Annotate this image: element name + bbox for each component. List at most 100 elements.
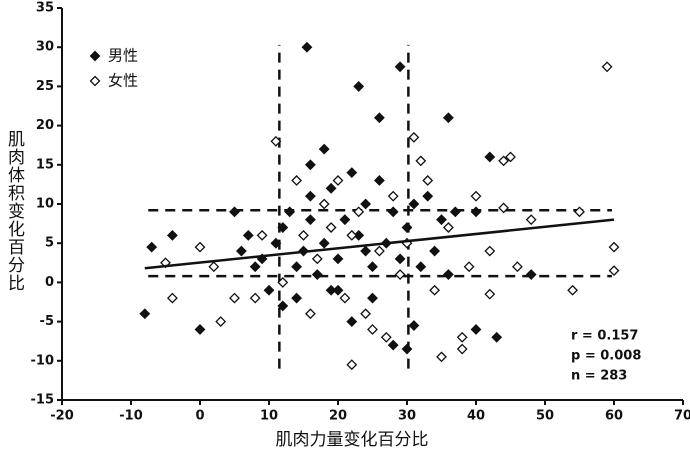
- data-point: [373, 175, 385, 186]
- data-point: [449, 206, 461, 218]
- data-point: [470, 206, 482, 218]
- data-point: [291, 261, 303, 273]
- data-point: [270, 135, 282, 147]
- data-point: [339, 292, 351, 304]
- y-tick-label: 15: [36, 157, 54, 172]
- data-point: [284, 206, 296, 218]
- trend-line: [144, 218, 615, 270]
- data-point: [470, 324, 482, 335]
- data-point: [442, 112, 454, 124]
- data-point: [291, 175, 303, 186]
- data-point: [436, 351, 447, 363]
- y-tick-label: 0: [45, 275, 54, 290]
- x-tick-label: 0: [195, 409, 204, 424]
- data-point: [505, 151, 516, 163]
- legend-label: 男性: [108, 47, 138, 65]
- data-point: [484, 151, 496, 163]
- data-point: [318, 198, 330, 210]
- data-point: [249, 292, 261, 304]
- data-point: [394, 61, 406, 73]
- y-tick-label: 5: [45, 236, 54, 251]
- data-point: [360, 198, 372, 210]
- data-point: [311, 269, 323, 280]
- y-tick-label: -10: [31, 353, 55, 368]
- data-point: [401, 343, 413, 355]
- y-tick-label: -15: [31, 393, 55, 408]
- data-point: [291, 292, 303, 304]
- data-point: [408, 198, 420, 210]
- data-point: [367, 324, 378, 335]
- stat-annotation: p = 0.008: [571, 349, 641, 364]
- data-point: [373, 112, 385, 124]
- legend-label: 女性: [108, 72, 138, 90]
- data-point: [422, 175, 434, 186]
- data-point: [456, 343, 468, 355]
- y-tick-label: 35: [36, 1, 54, 16]
- data-point: [346, 316, 358, 328]
- data-point: [367, 292, 378, 304]
- data-point: [422, 190, 434, 202]
- data-point: [208, 261, 220, 273]
- data-point: [301, 41, 313, 53]
- data-point: [332, 175, 344, 186]
- x-tick-label: -10: [119, 409, 143, 424]
- data-point: [353, 206, 365, 218]
- data-point: [229, 292, 240, 304]
- data-point: [277, 300, 289, 312]
- x-tick-label: 70: [674, 409, 690, 424]
- x-tick-label: 60: [605, 409, 623, 424]
- legend-marker: [89, 75, 101, 87]
- data-point: [387, 190, 399, 202]
- y-tick-label: -5: [40, 314, 54, 329]
- data-point: [139, 308, 151, 320]
- data-point: [256, 229, 268, 241]
- data-point: [339, 214, 351, 226]
- data-point: [484, 288, 496, 300]
- data-point: [567, 284, 579, 296]
- data-point: [380, 331, 392, 343]
- x-tick-label: 20: [329, 409, 347, 424]
- data-point: [436, 214, 447, 226]
- data-point: [470, 190, 482, 202]
- data-point: [325, 222, 337, 233]
- data-point: [304, 159, 316, 171]
- data-point: [166, 292, 178, 304]
- data-point: [215, 316, 227, 328]
- data-point: [346, 167, 358, 179]
- y-tick-label: 30: [36, 40, 54, 55]
- data-point: [429, 245, 441, 257]
- data-point: [194, 241, 206, 253]
- data-point: [311, 253, 323, 265]
- data-point: [194, 324, 206, 335]
- data-point: [429, 284, 441, 296]
- data-point: [394, 253, 406, 265]
- data-point: [415, 261, 427, 273]
- data-point: [442, 269, 454, 280]
- data-point: [608, 265, 620, 277]
- x-tick-label: 40: [467, 409, 485, 424]
- data-point: [491, 331, 503, 343]
- data-point: [394, 269, 406, 280]
- data-point: [408, 320, 420, 331]
- data-point: [367, 261, 378, 273]
- data-point: [318, 237, 330, 249]
- data-point: [498, 155, 510, 167]
- data-point: [263, 284, 275, 296]
- data-point: [277, 276, 289, 288]
- data-point: [525, 214, 537, 226]
- data-point: [353, 80, 365, 92]
- data-point: [298, 229, 309, 241]
- y-tick-label: 25: [36, 79, 54, 94]
- data-point: [346, 359, 358, 371]
- data-point: [442, 222, 454, 233]
- data-point: [242, 229, 254, 241]
- data-point: [146, 241, 158, 253]
- data-point: [325, 284, 337, 296]
- legend-marker: [89, 50, 101, 62]
- data-point: [270, 237, 282, 249]
- data-point: [574, 206, 585, 218]
- y-tick-label: 10: [36, 197, 54, 212]
- data-point: [608, 241, 620, 253]
- data-point: [360, 245, 372, 257]
